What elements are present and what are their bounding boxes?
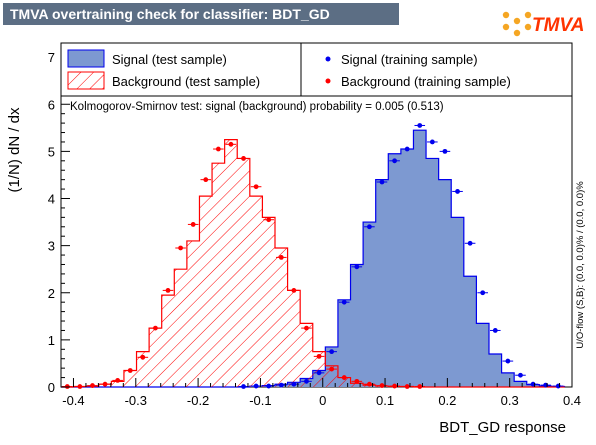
signal-training-point bbox=[301, 378, 312, 384]
background-training-point bbox=[162, 287, 174, 293]
logo-text: TMVA bbox=[532, 15, 584, 36]
background-training-point bbox=[313, 353, 325, 359]
signal-test-area bbox=[61, 130, 565, 387]
y-tick-label: 2 bbox=[48, 286, 55, 301]
background-training-point bbox=[225, 141, 237, 147]
background-training-point bbox=[124, 368, 136, 373]
signal-training-point bbox=[313, 370, 325, 376]
legend-signal-train-label: Signal (training sample) bbox=[341, 52, 478, 67]
background-training-point bbox=[338, 375, 350, 380]
y-tick-label: 7 bbox=[48, 50, 55, 65]
background-training-point bbox=[288, 287, 300, 293]
background-training-point bbox=[401, 384, 413, 389]
signal-training-point bbox=[263, 383, 274, 389]
legend-background-train-marker bbox=[325, 78, 331, 84]
signal-training-point bbox=[389, 158, 400, 164]
plot-title: TMVA overtraining check for classifier: … bbox=[10, 6, 330, 22]
title-bar: TMVA overtraining check for classifier: … bbox=[3, 3, 399, 25]
legend-background-train-label: Background (training sample) bbox=[341, 74, 511, 89]
background-training-point bbox=[326, 366, 337, 372]
legend-background-test-swatch bbox=[67, 71, 105, 90]
background-training-point bbox=[351, 378, 363, 384]
signal-training-point bbox=[427, 139, 438, 145]
signal-training-point bbox=[401, 146, 413, 152]
overflow-annotation: U/O-flow (S,B): (0.0, 0.0)% / (0.0, 0.0)… bbox=[575, 181, 586, 349]
x-tick-label: -0.3 bbox=[125, 393, 147, 408]
x-tick-label: 0 bbox=[319, 393, 326, 408]
background-training-point bbox=[99, 381, 111, 387]
background-training-point bbox=[137, 354, 149, 360]
background-training-point bbox=[112, 378, 123, 383]
signal-training-point bbox=[326, 349, 337, 355]
histogram-layer bbox=[61, 129, 566, 388]
y-tick-label: 4 bbox=[48, 192, 55, 207]
signal-training-point bbox=[351, 264, 363, 270]
x-tick-label: -0.1 bbox=[249, 393, 271, 408]
background-training-point bbox=[175, 245, 186, 251]
signal-training-point bbox=[489, 328, 501, 333]
axes-layer: -0.4 -0.3 -0.2 -0.1 0 0.1 0.2 0.3 0.4 0 1 2 3 4 5 6 7 bbox=[48, 47, 581, 408]
background-training-point bbox=[275, 255, 287, 260]
y-axis-title: (1/N) dN / dx bbox=[6, 107, 23, 193]
signal-training-point bbox=[439, 148, 451, 154]
x-tick-label: 0.2 bbox=[438, 393, 456, 408]
legend-background-test-label: Background (test sample) bbox=[112, 74, 260, 89]
legend-signal-train-marker bbox=[325, 56, 331, 62]
background-training-point bbox=[74, 384, 86, 389]
y-tick-label: 5 bbox=[48, 144, 55, 159]
signal-training-point bbox=[376, 179, 388, 185]
background-training-point bbox=[200, 177, 212, 183]
y-tick-label: 1 bbox=[48, 333, 55, 348]
background-test-area bbox=[61, 139, 565, 387]
tmva-logo: TMVA bbox=[502, 11, 584, 37]
background-training-point bbox=[238, 156, 249, 161]
signal-training-point bbox=[515, 372, 526, 378]
y-tick-label: 0 bbox=[48, 380, 55, 395]
y-tick-label: 6 bbox=[48, 97, 55, 112]
background-training-point bbox=[187, 222, 199, 227]
x-axis-title: BDT_GD response bbox=[439, 419, 566, 436]
x-tick-label: -0.2 bbox=[187, 393, 209, 408]
background-training-point bbox=[150, 325, 161, 331]
x-tick-label: 0.3 bbox=[501, 393, 519, 408]
x-tick-label: 0.1 bbox=[376, 393, 394, 408]
signal-training-point bbox=[250, 383, 262, 389]
background-training-point bbox=[213, 146, 224, 152]
signal-training-point bbox=[364, 224, 375, 230]
ks-test-annotation: Kolmogorov-Smirnov test: signal (backgro… bbox=[70, 101, 444, 113]
signal-training-point bbox=[502, 358, 514, 364]
y-tick-label: 3 bbox=[48, 239, 55, 254]
legend: Signal (test sample) Background (test sa… bbox=[60, 42, 573, 97]
background-training-point bbox=[250, 184, 262, 190]
signal-training-point bbox=[414, 123, 426, 128]
background-training-point bbox=[301, 325, 312, 331]
background-training-point bbox=[263, 217, 274, 223]
x-tick-label: 0.4 bbox=[563, 393, 581, 408]
signal-training-point bbox=[477, 290, 488, 296]
signal-training-point bbox=[338, 299, 350, 305]
signal-training-point bbox=[452, 189, 463, 194]
signal-training-point bbox=[552, 383, 564, 389]
x-tick-label: -0.4 bbox=[62, 393, 84, 408]
legend-signal-test-swatch bbox=[67, 49, 105, 68]
background-training-point bbox=[414, 384, 426, 389]
background-training-point bbox=[389, 383, 400, 389]
signal-training-point bbox=[275, 382, 287, 388]
signal-training-point bbox=[464, 240, 476, 246]
signal-training-point bbox=[238, 384, 249, 389]
legend-signal-test-label: Signal (test sample) bbox=[112, 52, 227, 67]
background-training-point bbox=[87, 383, 98, 388]
